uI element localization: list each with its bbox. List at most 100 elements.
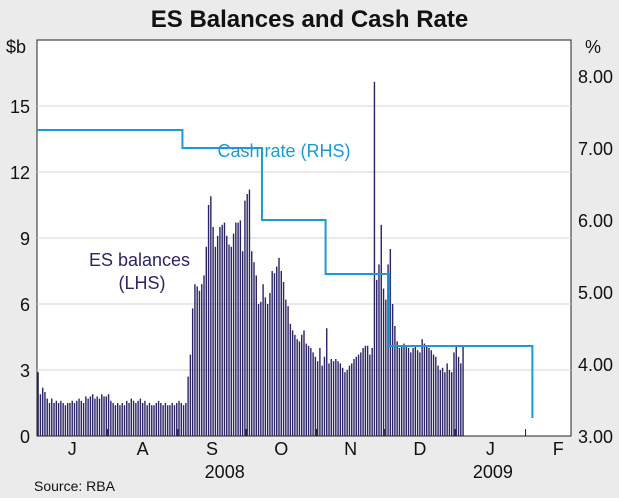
es-balance-bar — [410, 352, 412, 436]
es-balance-bar — [364, 345, 367, 436]
es-balance-bar — [328, 363, 330, 436]
es-balance-bar — [207, 205, 210, 436]
es-balance-bar — [296, 339, 298, 436]
es-balance-bar — [101, 394, 103, 436]
x-month-label: F — [553, 439, 564, 459]
es-balance-bar — [44, 392, 46, 436]
y-right-tick-label: 5.00 — [578, 283, 613, 303]
es-balance-bar — [41, 387, 44, 436]
es-balance-bar — [357, 354, 360, 436]
es-balance-bar — [228, 244, 230, 436]
es-balance-bar — [37, 372, 39, 436]
es-balance-bar — [182, 405, 185, 436]
es-balance-bar — [57, 403, 60, 436]
es-balance-bar — [298, 341, 301, 436]
es-balance-bar — [203, 275, 205, 436]
es-balance-bar — [164, 403, 167, 436]
cash-rate-step-path — [37, 129, 534, 418]
x-year-label: 2008 — [205, 462, 245, 482]
es-balance-bar — [241, 251, 244, 436]
es-balance-bar — [205, 246, 207, 436]
es-balance-bar — [189, 354, 192, 436]
es-balance-bar — [450, 372, 453, 436]
es-balance-bar — [71, 400, 73, 436]
es-balance-bar — [314, 356, 317, 436]
es-balance-bar — [62, 403, 64, 436]
es-balance-bar — [107, 394, 110, 436]
es-balance-bar — [173, 405, 176, 436]
es-balance-bar — [294, 334, 296, 436]
es-balance-bar — [266, 304, 269, 436]
es-balance-bar — [373, 81, 376, 437]
es-balance-bar — [103, 396, 105, 436]
es-balance-bar — [239, 220, 242, 436]
es-balance-bar — [437, 365, 439, 436]
es-balance-bar — [39, 394, 42, 436]
y-left-tick-label: 6 — [20, 295, 30, 315]
es-balance-bar — [407, 348, 410, 436]
es-balance-bar — [412, 348, 414, 436]
y-right-tick-label: 3.00 — [578, 427, 613, 447]
es-balance-bar — [51, 398, 53, 436]
es-balance-bar — [453, 352, 455, 436]
es-balance-bar — [166, 405, 169, 436]
es-balance-bar — [348, 365, 351, 436]
es-balance-bar — [330, 359, 332, 436]
x-month-label: J — [68, 439, 77, 459]
es-balance-bar — [216, 235, 219, 436]
es-balance-bar — [246, 194, 248, 436]
es-balance-bar — [426, 345, 428, 436]
es-balance-bar — [194, 284, 196, 436]
es-balance-bar — [285, 299, 287, 436]
es-balance-bar — [214, 246, 217, 436]
es-balance-bar — [178, 400, 180, 436]
es-balance-bar — [87, 398, 89, 436]
es-balance-bar — [146, 405, 148, 436]
es-balance-bar — [221, 224, 223, 436]
es-balance-bar — [162, 405, 164, 436]
es-balance-bar — [191, 308, 194, 436]
es-balance-bar — [139, 398, 142, 436]
es-balance-bar — [89, 396, 92, 436]
y-right-tick-label: 8.00 — [578, 67, 613, 87]
es-balance-bar — [60, 400, 62, 436]
x-month-label: D — [413, 439, 426, 459]
es-balance-bar — [78, 398, 80, 436]
es-balance-bar — [198, 290, 201, 436]
left-axis-unit: $b — [6, 37, 26, 57]
es-balance-bar — [148, 403, 151, 436]
es-balance-bar — [271, 271, 273, 436]
es-balance-bar — [403, 343, 405, 436]
es-balance-bar — [153, 405, 155, 436]
es-balance-bar — [76, 400, 78, 436]
es-balance-bar — [289, 323, 292, 436]
es-balance-bar — [80, 400, 83, 436]
es-balance-bar — [457, 356, 460, 436]
es-balance-bar — [96, 396, 98, 436]
y-left-tick-label: 0 — [20, 427, 30, 447]
es-balance-bar — [201, 284, 203, 436]
es-balance-bar — [223, 222, 226, 436]
es-balance-bar — [428, 348, 430, 436]
es-balance-bar — [160, 403, 162, 436]
es-balances-bars — [37, 81, 464, 437]
es-balance-bar — [185, 403, 187, 436]
es-balance-bar — [280, 271, 282, 436]
es-balance-bar — [273, 273, 276, 436]
es-balance-bar — [196, 286, 198, 436]
es-balance-bar — [169, 405, 171, 436]
es-balance-bar — [269, 293, 271, 436]
es-balance-bar — [401, 345, 403, 436]
es-balance-bar — [316, 361, 319, 436]
x-month-label: J — [486, 439, 495, 459]
es-balance-bar — [66, 403, 69, 436]
es-balance-bar — [337, 361, 339, 436]
gridlines — [37, 105, 571, 371]
es-balance-bar — [301, 334, 303, 436]
x-year-label: 2009 — [473, 462, 513, 482]
es-balance-bar — [307, 345, 310, 436]
es-balance-bar — [155, 403, 158, 436]
es-balance-bar — [287, 306, 289, 436]
es-balance-bar — [291, 330, 294, 436]
es-balances-annotation-line: (LHS) — [118, 273, 165, 293]
